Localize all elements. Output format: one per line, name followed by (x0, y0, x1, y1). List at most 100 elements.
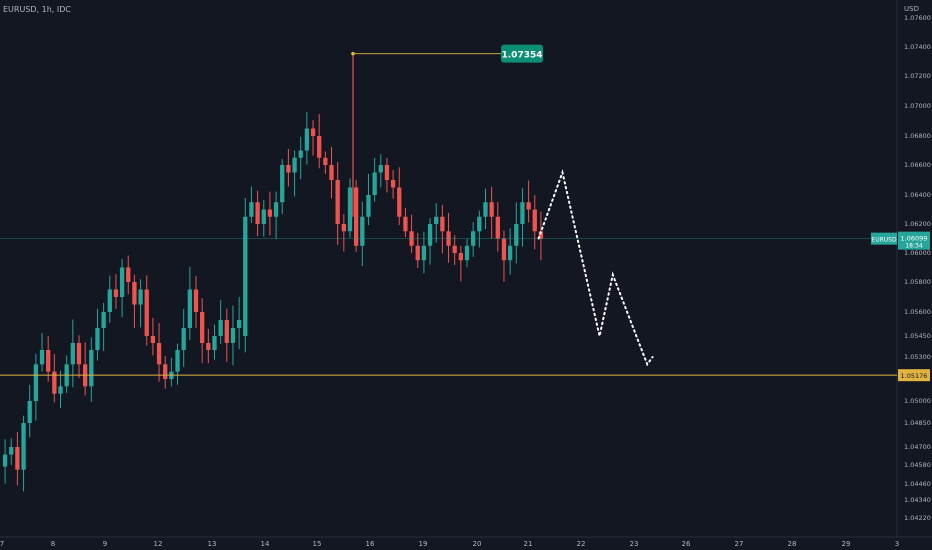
price-tick-label: 1.04340 (904, 496, 931, 504)
price-tick-label: 1.07400 (904, 43, 931, 51)
candle-body (95, 328, 100, 350)
price-tick-label: 1.06200 (904, 220, 931, 228)
candle-body (27, 401, 32, 423)
price-tick-label: 1.05800 (904, 278, 931, 286)
candle-body (200, 312, 205, 343)
candle-body (483, 202, 488, 217)
candle-body (144, 289, 149, 336)
candle-body (304, 128, 310, 151)
price-tick-label: 1.04460 (904, 480, 931, 488)
candle-body (317, 136, 322, 158)
candle-body (138, 289, 143, 305)
current-price-box (898, 231, 930, 250)
candle-body (126, 267, 131, 282)
support-price-text: 1.05176 (901, 372, 928, 380)
candle-body (236, 320, 242, 328)
candle-body (489, 202, 494, 217)
date-tick-label: 12 (154, 540, 163, 548)
candle-body (335, 180, 340, 224)
candle-body (286, 165, 291, 173)
candle-body (514, 224, 519, 246)
candle-body (212, 336, 217, 350)
price-tick-label: 1.07200 (904, 72, 931, 80)
candle-body (366, 195, 371, 217)
date-tick-label: 9 (103, 540, 107, 548)
candle-body (273, 202, 279, 217)
candle-body (372, 172, 377, 195)
candle-body (495, 216, 500, 239)
candle-body (403, 216, 408, 232)
countdown-text: 18:34 (905, 243, 922, 250)
price-tick-label: 1.06800 (904, 132, 931, 140)
date-tick-label: 21 (524, 540, 533, 548)
price-tick-label: 1.05300 (904, 353, 931, 361)
candle-body (175, 350, 180, 372)
candle-body (181, 328, 186, 350)
candle-body (298, 150, 303, 158)
candle-body (353, 187, 359, 246)
candle-body (2, 454, 8, 467)
date-tick-label: 28 (788, 540, 797, 548)
candle-body (89, 350, 94, 387)
candle-body (440, 216, 445, 232)
price-tick-label: 1.06000 (904, 249, 931, 257)
candle-body (507, 245, 513, 261)
price-tick-label: 1.06600 (904, 161, 931, 169)
date-tick-label: 15 (313, 540, 322, 548)
projection-path (537, 168, 654, 367)
candle-body (249, 202, 254, 217)
candle-body (267, 209, 273, 217)
candle-body (113, 289, 119, 297)
candle-body (360, 216, 365, 246)
candle-body (52, 371, 57, 394)
candle-body (15, 447, 20, 470)
date-tick-label: 22 (577, 540, 586, 548)
candle-body (206, 343, 211, 350)
candle-body (520, 202, 525, 224)
candle-body (390, 180, 396, 188)
candle-body (218, 320, 223, 336)
date-tick-label: 27 (735, 540, 744, 548)
candle-body (421, 245, 427, 261)
currency-label: USD (904, 5, 919, 13)
symbol-tag-text: EURUSD (871, 237, 897, 244)
candle-body (230, 328, 236, 343)
price-tick-label: 1.07000 (904, 102, 931, 110)
date-tick-label: 23 (630, 540, 639, 548)
price-tick-label: 1.05000 (904, 397, 931, 405)
current-price-text: 1.06099 (901, 235, 928, 243)
candle-body (526, 202, 531, 210)
support-price-box (898, 369, 930, 382)
candles (2, 53, 544, 492)
candle-body (163, 364, 168, 379)
candle-body (9, 447, 14, 455)
candle-body (150, 336, 156, 343)
date-tick-label: 20 (473, 540, 482, 548)
candle-body (538, 231, 544, 239)
candle-body (107, 289, 112, 312)
price-tick-label: 1.05600 (904, 308, 931, 316)
candle-body (101, 312, 106, 328)
candle-body (341, 224, 346, 232)
candle-body (187, 289, 193, 328)
date-tick-label: 19 (419, 540, 428, 548)
price-tick-label: 1.04220 (904, 514, 931, 522)
symbol-label: EURUSD, 1h, IDC (3, 5, 71, 14)
candle-body (310, 128, 316, 136)
high-label-text: 1.07354 (502, 51, 543, 61)
candle-body (501, 238, 507, 261)
price-tick-label: 1.06400 (904, 191, 931, 199)
candle-body (21, 423, 26, 470)
candle-body (70, 343, 75, 365)
candle-body (132, 282, 137, 305)
candle-body (292, 157, 297, 173)
candle-body (434, 216, 439, 224)
candle-body (323, 157, 328, 165)
price-tick-label: 1.04700 (904, 443, 931, 451)
overlay-lines (0, 51, 897, 376)
high-marker-dot (351, 51, 355, 56)
candle-body (464, 245, 470, 261)
candle-body (46, 350, 51, 372)
